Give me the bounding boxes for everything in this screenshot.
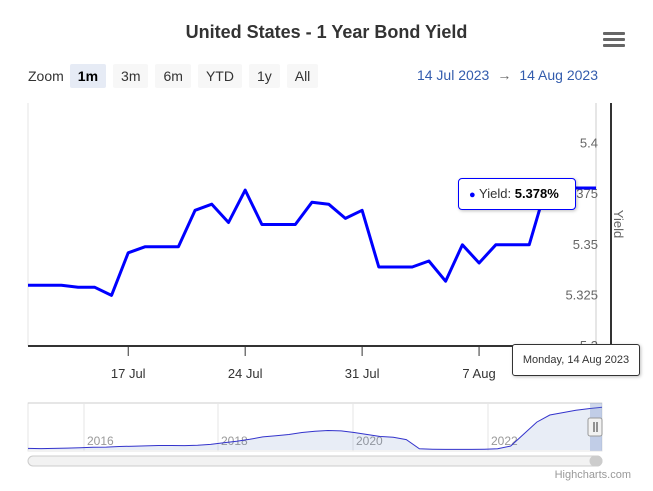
data-point[interactable] bbox=[109, 292, 115, 298]
navigator-area bbox=[28, 407, 602, 450]
zoom-bar: Zoom 1m 3m 6m YTD 1y All bbox=[28, 64, 325, 88]
range-arrow-icon: → bbox=[497, 67, 512, 83]
date-tooltip: Monday, 14 Aug 2023 bbox=[512, 344, 640, 376]
range-from-date[interactable]: 14 Jul 2023 bbox=[416, 67, 490, 83]
zoom-button-6m[interactable]: 6m bbox=[155, 64, 191, 88]
navigator-year-label: 2016 bbox=[87, 434, 114, 448]
y-tick-label: 5.4 bbox=[580, 136, 598, 151]
x-tick-label: 31 Jul bbox=[345, 366, 380, 381]
scrollbar-track[interactable] bbox=[27, 455, 603, 467]
data-point[interactable] bbox=[509, 242, 515, 248]
x-axis-ticks: 17 Jul 24 Jul 31 Jul 7 Aug bbox=[111, 346, 496, 381]
zoom-button-1y[interactable]: 1y bbox=[248, 64, 280, 88]
data-point[interactable] bbox=[443, 278, 449, 284]
data-point[interactable] bbox=[42, 282, 48, 288]
data-point[interactable] bbox=[576, 185, 582, 191]
data-point[interactable] bbox=[25, 282, 31, 288]
series-dot-icon: ● bbox=[469, 189, 476, 201]
credits-link[interactable]: Highcharts.com bbox=[554, 469, 631, 481]
chart-title: United States - 1 Year Bond Yield bbox=[185, 22, 468, 42]
data-point[interactable] bbox=[409, 264, 415, 270]
data-point[interactable] bbox=[192, 207, 198, 213]
data-point[interactable] bbox=[426, 258, 432, 264]
data-point[interactable] bbox=[593, 185, 599, 191]
y-tick-label: 5.325 bbox=[565, 287, 598, 302]
data-point[interactable] bbox=[476, 260, 482, 266]
navigator-handle[interactable] bbox=[587, 417, 603, 437]
navigator-year-label: 2020 bbox=[356, 434, 383, 448]
data-point[interactable] bbox=[92, 284, 98, 290]
menu-bar-icon bbox=[603, 32, 625, 35]
navigator-line bbox=[27, 406, 603, 450]
data-point[interactable] bbox=[359, 207, 365, 213]
tooltip-value: 5.378% bbox=[514, 186, 559, 201]
zoom-button-3m[interactable]: 3m bbox=[113, 64, 149, 88]
chart-menu-button[interactable] bbox=[603, 32, 625, 50]
menu-bar-icon bbox=[603, 44, 625, 47]
zoom-label: Zoom bbox=[28, 68, 64, 84]
x-tick-label: 7 Aug bbox=[462, 366, 495, 381]
y-axis-title: Yield bbox=[611, 210, 626, 238]
data-point[interactable] bbox=[309, 199, 315, 205]
data-point[interactable] bbox=[159, 244, 165, 250]
data-point[interactable] bbox=[459, 242, 465, 248]
x-tick-label: 17 Jul bbox=[111, 366, 146, 381]
data-point[interactable] bbox=[393, 264, 399, 270]
navigator-background bbox=[27, 402, 603, 452]
data-point[interactable] bbox=[58, 282, 64, 288]
menu-bar-icon bbox=[603, 38, 625, 41]
zoom-button-all[interactable]: All bbox=[286, 64, 319, 88]
data-point[interactable] bbox=[125, 250, 131, 256]
yield-series-line[interactable] bbox=[28, 186, 596, 297]
data-point[interactable] bbox=[242, 187, 248, 193]
data-point[interactable] bbox=[142, 244, 148, 250]
yield-tooltip: ● Yield: 5.378% bbox=[458, 178, 576, 210]
data-point[interactable] bbox=[259, 222, 265, 228]
tooltip-series-name: Yield: bbox=[479, 186, 512, 201]
data-point[interactable] bbox=[292, 222, 298, 228]
zoom-button-ytd[interactable]: YTD bbox=[197, 64, 242, 88]
data-point[interactable] bbox=[175, 244, 181, 250]
range-to-date[interactable]: 14 Aug 2023 bbox=[519, 67, 598, 83]
data-point[interactable] bbox=[342, 215, 348, 221]
data-point[interactable] bbox=[376, 264, 382, 270]
y-tick-label: 5.35 bbox=[573, 237, 598, 252]
data-point[interactable] bbox=[526, 242, 532, 248]
navigator-year-labels: 2016201820202022 bbox=[83, 403, 518, 451]
navigator-year-label: 2022 bbox=[491, 434, 518, 448]
zoom-button-1m[interactable]: 1m bbox=[69, 64, 107, 88]
navigator[interactable]: 2016201820202022 bbox=[27, 402, 603, 467]
data-point[interactable] bbox=[326, 201, 332, 207]
data-point[interactable] bbox=[75, 284, 81, 290]
data-point[interactable] bbox=[276, 222, 282, 228]
date-range-display: 14 Jul 2023 → 14 Aug 2023 bbox=[417, 67, 598, 83]
data-point[interactable] bbox=[209, 201, 215, 207]
data-point[interactable] bbox=[493, 242, 499, 248]
x-tick-label: 24 Jul bbox=[228, 366, 263, 381]
scrollbar-thumb[interactable] bbox=[589, 455, 603, 467]
data-point[interactable] bbox=[225, 219, 231, 225]
